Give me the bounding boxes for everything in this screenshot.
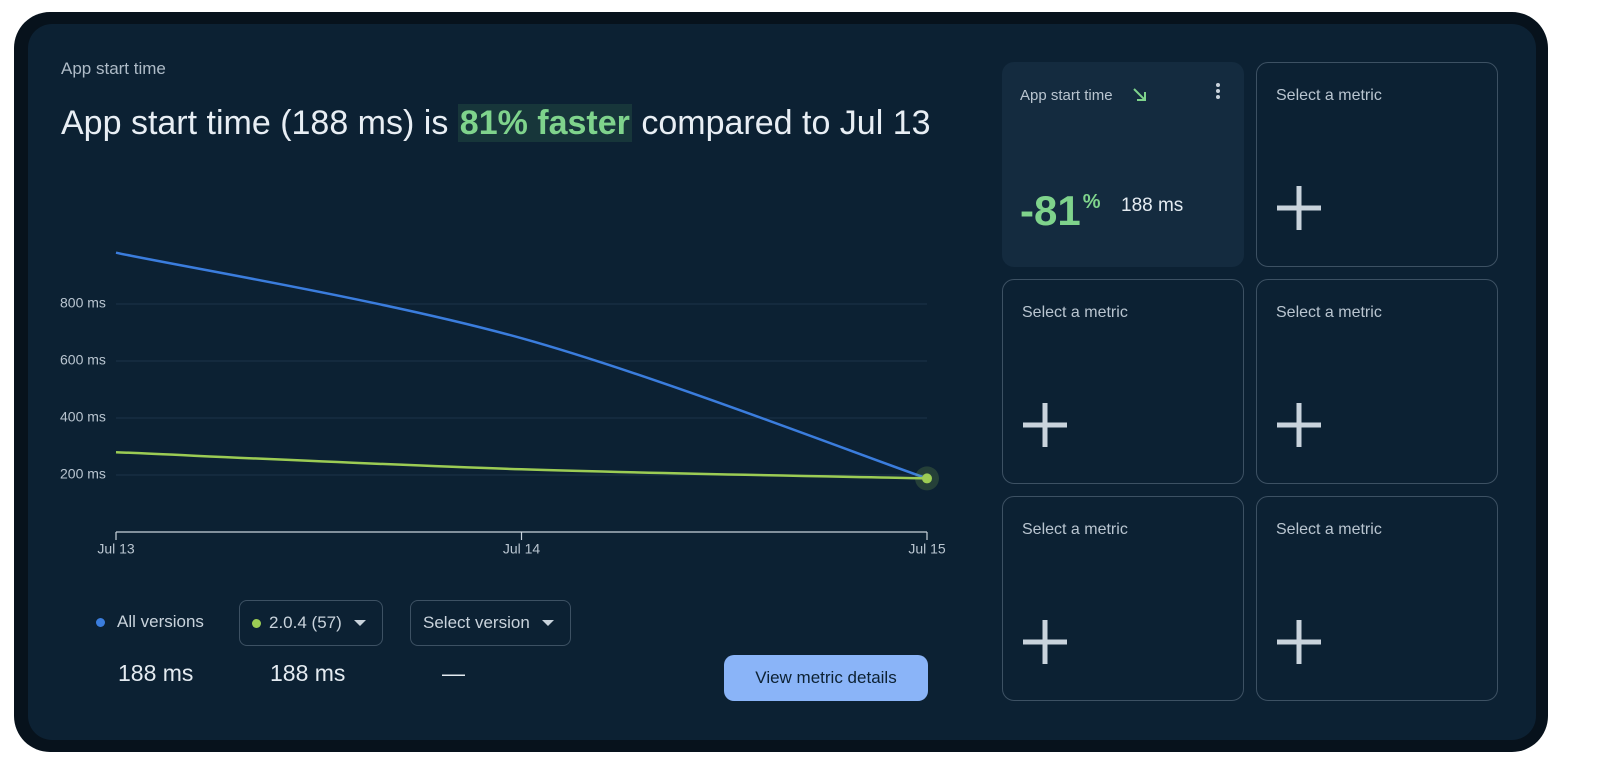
card-title: Select a metric xyxy=(1276,87,1382,104)
legend-swatch xyxy=(96,617,105,627)
version-dropdown[interactable]: Select version xyxy=(410,600,571,646)
legend-value: — xyxy=(442,660,465,686)
change-value: -81 xyxy=(1020,187,1081,234)
add-icon xyxy=(1023,620,1067,664)
card-title: Select a metric xyxy=(1022,304,1128,321)
legend-swatch xyxy=(252,618,261,628)
headline-highlight: 81% faster xyxy=(457,104,632,142)
x-tick-label: Jul 14 xyxy=(503,541,541,557)
add-icon xyxy=(1277,403,1321,447)
dropdown-caret xyxy=(541,620,554,626)
version-dropdown[interactable]: 2.0.4 (57) xyxy=(239,600,383,646)
legend-label: All versions xyxy=(117,612,204,631)
metric-card[interactable]: Select a metric xyxy=(1002,279,1244,484)
line-series xyxy=(115,450,928,480)
legend-label: 2.0.4 (57) xyxy=(269,613,342,632)
card-title: Select a metric xyxy=(1022,521,1128,538)
menu-button[interactable] xyxy=(1215,82,1221,100)
card-title: App start time xyxy=(1020,87,1113,104)
metric-card[interactable]: Select a metric xyxy=(1002,496,1244,701)
view-details-button[interactable]: View metric details xyxy=(724,655,928,701)
dropdown-caret xyxy=(353,620,366,626)
add-icon xyxy=(1277,186,1321,230)
headline-text: App start time (188 ms) is xyxy=(61,104,449,142)
metric-card[interactable]: Select a metric xyxy=(1256,279,1498,484)
legend-item: All versions xyxy=(96,612,204,632)
card-change: -81% xyxy=(1020,187,1101,235)
card-title: Select a metric xyxy=(1276,521,1382,538)
legend-value: 188 ms xyxy=(270,660,346,686)
panel xyxy=(28,24,1536,740)
add-icon xyxy=(1277,620,1321,664)
x-tick-label: Jul 15 xyxy=(908,541,946,557)
metric-card[interactable]: Select a metric xyxy=(1256,496,1498,701)
chart: 200 ms 400 ms 600 ms 800 ms Jul 13 Jul 14 Jul … xyxy=(60,251,946,557)
headline: App start time (188 ms) is 81% faster co… xyxy=(61,102,941,144)
change-unit: % xyxy=(1082,191,1101,213)
metric-card[interactable]: Select a metric xyxy=(1256,62,1498,267)
add-icon xyxy=(1023,403,1067,447)
x-tick-label: Jul 13 xyxy=(97,541,135,557)
metric-card[interactable]: App start time -81% 188 ms xyxy=(1002,62,1244,267)
dropdown-label: Select version xyxy=(423,613,530,632)
end-point xyxy=(922,473,932,484)
line-series xyxy=(115,251,928,480)
y-tick-label: 800 ms xyxy=(60,295,106,311)
y-tick-label: 200 ms xyxy=(60,466,106,482)
y-tick-label: 400 ms xyxy=(60,409,106,425)
legend-value: 188 ms xyxy=(118,660,194,686)
card-title: Select a metric xyxy=(1276,304,1382,321)
y-tick-label: 600 ms xyxy=(60,352,106,368)
trend-icon xyxy=(1133,88,1146,101)
headline-text: compared to Jul 13 xyxy=(641,104,931,142)
card-value: 188 ms xyxy=(1121,195,1184,216)
panel-title: App start time xyxy=(61,59,166,78)
